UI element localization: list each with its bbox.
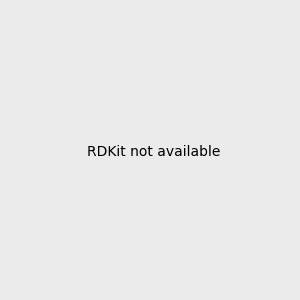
Text: RDKit not available: RDKit not available (87, 145, 220, 158)
